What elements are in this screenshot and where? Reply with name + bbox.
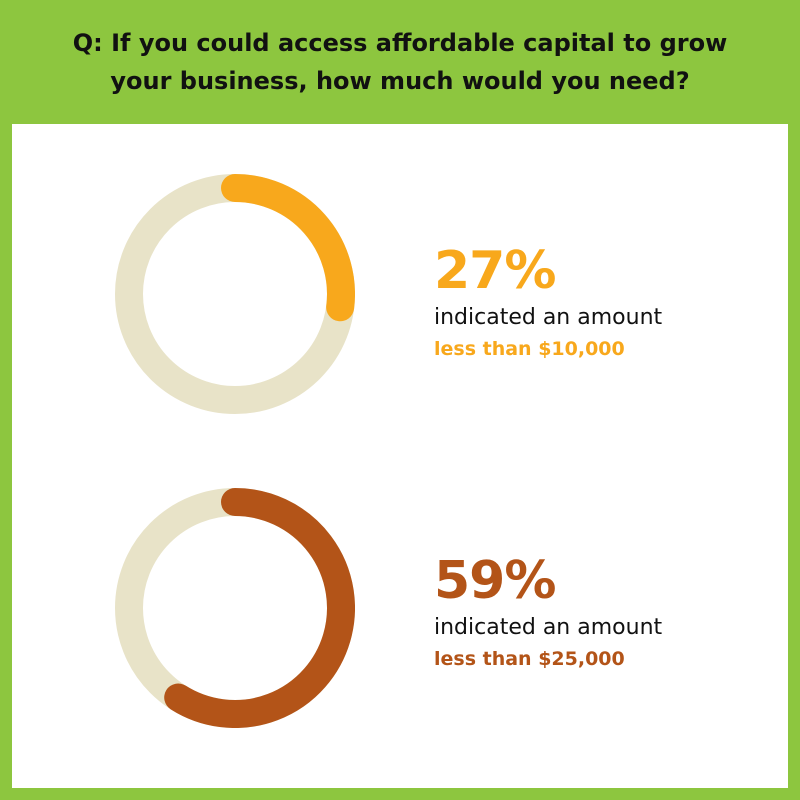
donut-chart-2 xyxy=(115,488,355,728)
content-panel: 27% indicated an amount less than $10,00… xyxy=(12,124,788,788)
donut-arc-1 xyxy=(221,174,355,322)
stat-description-1: indicated an amount xyxy=(434,305,663,330)
stat-block-2: 59% indicated an amount less than $25,00… xyxy=(434,552,662,674)
stat-amount-2: less than $25,000 xyxy=(434,648,625,670)
stat-block-1: 27% indicated an amount less than $10,00… xyxy=(434,242,662,364)
stat-amount-1: less than $10,000 xyxy=(434,338,625,360)
stat-percent-1: 27% xyxy=(434,241,556,301)
header-banner: Q: If you could access affordable capita… xyxy=(0,0,800,124)
donut-arc-2 xyxy=(164,488,355,728)
stat-description-2: indicated an amount xyxy=(434,615,663,640)
donut-chart-1 xyxy=(115,174,355,414)
question-title: Q: If you could access affordable capita… xyxy=(72,29,728,95)
stat-percent-2: 59% xyxy=(434,551,556,611)
